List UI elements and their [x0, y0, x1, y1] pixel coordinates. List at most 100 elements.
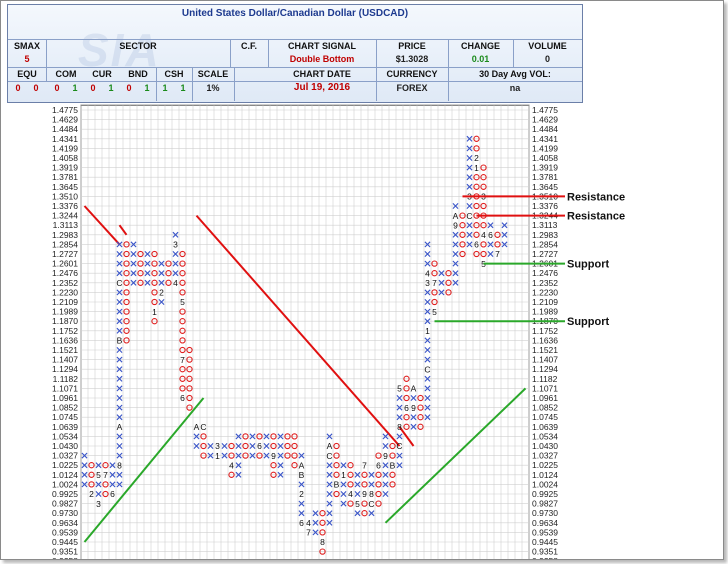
x-mark	[466, 241, 473, 248]
month-mark: 6	[404, 403, 409, 413]
y-tick-label-left: 1.4484	[52, 124, 78, 134]
y-tick-label-right: 1.0534	[532, 431, 558, 441]
x-mark	[144, 270, 151, 277]
o-mark	[151, 260, 158, 267]
o-mark	[165, 279, 172, 286]
x-mark	[452, 203, 459, 209]
month-mark: 6	[110, 489, 115, 499]
y-tick-label-left: 0.9445	[52, 537, 78, 547]
month-mark: 6	[299, 518, 304, 528]
x-mark	[424, 299, 431, 305]
x-mark	[340, 500, 347, 507]
x-mark	[116, 356, 123, 363]
month-mark: C	[466, 211, 472, 221]
x-mark	[81, 481, 88, 488]
x-mark	[263, 452, 270, 459]
x-mark	[158, 260, 165, 267]
o-mark	[123, 318, 130, 325]
o-mark	[179, 385, 186, 392]
y-tick-label-left: 0.9925	[52, 489, 78, 499]
x-mark	[235, 471, 242, 478]
o-mark	[179, 366, 186, 373]
y-tick-label-right: 0.9258	[532, 556, 558, 559]
x-mark	[116, 260, 123, 267]
o-mark	[319, 529, 326, 536]
month-mark: 2	[159, 288, 164, 298]
o-mark	[179, 260, 186, 267]
x-mark	[424, 356, 431, 363]
month-mark: 4	[229, 460, 234, 470]
y-tick-label-right: 1.1521	[532, 345, 558, 355]
x-mark	[277, 452, 284, 459]
rel-bnd-label: BND	[128, 69, 148, 79]
o-mark	[459, 250, 466, 258]
o-mark	[375, 471, 382, 478]
x-mark	[466, 222, 473, 229]
month-mark: B	[390, 460, 396, 470]
y-tick-label-left: 1.4199	[52, 143, 78, 153]
y-tick-label-left: 1.0024	[52, 479, 78, 489]
rel-equ-value-2: 0	[33, 83, 39, 93]
y-tick-label-left: 1.0639	[52, 422, 78, 432]
level-label: Resistance	[567, 211, 625, 223]
o-mark	[361, 500, 368, 507]
x-mark	[466, 231, 473, 238]
y-tick-label-left: 1.0225	[52, 460, 78, 470]
o-mark	[473, 202, 480, 210]
o-mark	[333, 452, 340, 459]
x-mark	[438, 289, 445, 296]
x-mark	[130, 241, 137, 248]
month-mark: 9	[453, 220, 458, 230]
rel-com-label: COM	[55, 69, 77, 79]
x-mark	[424, 404, 431, 411]
month-mark: 7	[180, 355, 185, 365]
o-mark	[480, 202, 487, 210]
trend-line	[118, 224, 128, 236]
month-mark: 5	[96, 470, 101, 480]
o-mark	[151, 279, 158, 286]
o-mark	[473, 231, 480, 238]
x-mark	[277, 471, 284, 478]
o-mark	[494, 241, 501, 248]
y-tick-label-left: 1.3510	[52, 191, 78, 201]
o-mark	[445, 289, 452, 296]
y-tick-label-right: 1.0852	[532, 403, 558, 413]
month-mark: C	[326, 451, 332, 461]
o-mark	[459, 241, 466, 248]
x-mark	[466, 164, 473, 171]
y-tick-label-left: 1.2230	[52, 287, 78, 297]
o-mark	[347, 471, 354, 478]
y-tick-label-left: 1.3919	[52, 163, 78, 173]
o-mark	[473, 250, 480, 258]
month-mark: A	[299, 460, 305, 470]
x-mark	[368, 471, 375, 478]
y-tick-label-right: 1.0225	[532, 460, 558, 470]
o-mark	[347, 500, 354, 507]
x-mark	[298, 510, 305, 517]
o-mark	[473, 174, 480, 181]
o-mark	[137, 260, 144, 267]
rel-equ-value-1: 0	[15, 83, 21, 93]
x-mark	[452, 251, 459, 257]
x-mark	[95, 491, 102, 497]
y-tick-label-right: 1.0327	[532, 451, 558, 461]
y-tick-label-right: 1.2230	[532, 287, 558, 297]
x-mark	[396, 452, 403, 459]
month-mark: 2	[89, 489, 94, 499]
x-mark	[424, 260, 431, 267]
x-mark	[438, 270, 445, 277]
month-mark: C	[424, 364, 430, 374]
x-mark	[193, 433, 200, 440]
y-tick-label-right: 1.1182	[532, 374, 558, 384]
x-mark	[221, 452, 228, 459]
o-mark	[270, 471, 277, 478]
x-mark	[221, 443, 228, 449]
scale-label: SCALE	[197, 69, 229, 79]
o-mark	[291, 442, 298, 450]
y-tick-label-left: 0.9730	[52, 508, 78, 518]
month-mark: 1	[474, 163, 479, 173]
x-mark	[116, 443, 123, 449]
x-mark	[81, 471, 88, 478]
x-mark	[382, 443, 389, 449]
o-mark	[403, 375, 410, 382]
